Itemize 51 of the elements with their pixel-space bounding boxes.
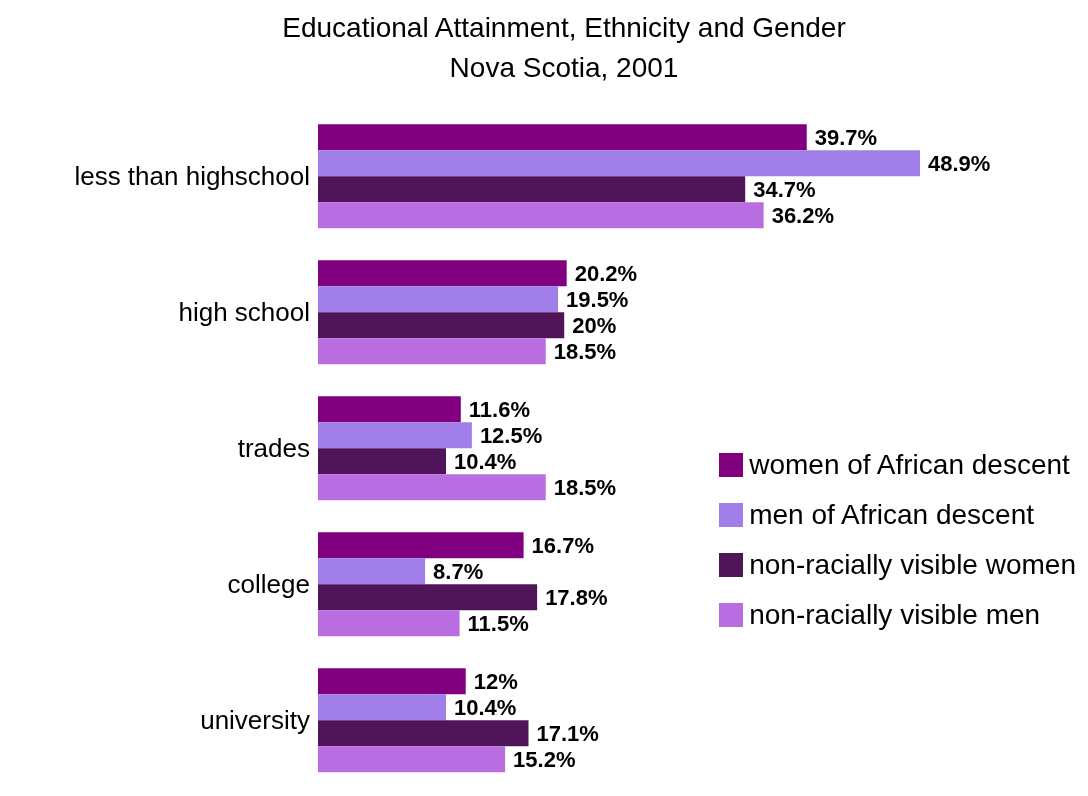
data-label: 34.7% [753,177,816,203]
data-label: 10.4% [454,449,517,475]
y-tick-label: trades [237,433,310,464]
data-label: 11.6% [468,397,530,423]
data-label: 18.5% [553,475,617,501]
chart-title: Educational Attainment, Ethnicity and Gender [281,11,847,45]
data-label: 17.1% [536,721,599,747]
data-label: 12% [473,669,518,695]
data-label: 48.9% [928,151,991,177]
bar [318,202,764,229]
bar [318,448,447,475]
data-label: 11.5% [467,611,529,637]
bar [318,474,546,501]
bar [318,338,546,365]
y-tick-label: university [200,705,310,736]
bar [318,720,529,747]
chart-subtitle: Nova Scotia, 2001 [448,51,680,85]
data-label: 10.4% [454,695,517,721]
bar [318,668,466,695]
bar [318,150,920,177]
legend-label: non-racially visible men [749,598,1041,632]
bar [318,312,565,339]
bar [318,746,506,773]
y-tick-label: high school [178,297,310,328]
legend-label: women of African descent [749,448,1070,482]
legend-label: men of African descent [749,498,1035,532]
data-label: 12.5% [479,423,543,449]
data-label: 20.2% [574,261,638,287]
data-label: 18.5% [553,339,617,365]
bar [318,584,538,611]
y-tick-label: college [227,569,310,600]
bar [318,286,559,313]
bar [318,176,746,203]
bar [318,260,567,287]
bar [318,422,472,449]
data-label: 17.8% [545,585,608,611]
y-tick-label: less than highschool [74,161,310,192]
data-label: 19.5% [566,287,629,313]
bar [318,694,447,721]
data-label: 36.2% [771,203,835,229]
data-label: 15.2% [513,747,576,773]
data-label: 8.7% [433,559,484,585]
bar [318,396,461,423]
data-label: 39.7% [814,125,878,151]
data-label: 20% [572,313,617,339]
legend-label: non-racially visible women [749,548,1076,582]
bar [318,124,807,151]
bar [318,532,524,559]
data-label: 16.7% [531,533,594,559]
bar [318,610,460,637]
bar [318,558,426,585]
